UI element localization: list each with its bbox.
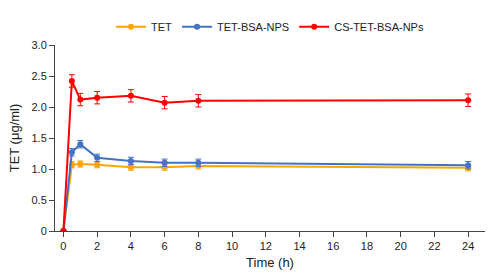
svg-text:20: 20: [395, 240, 407, 252]
svg-text:2.5: 2.5: [32, 70, 47, 82]
svg-text:2: 2: [94, 240, 100, 252]
svg-text:Time (h): Time (h): [246, 255, 294, 270]
svg-text:14: 14: [293, 240, 305, 252]
svg-text:CS-TET-BSA-NPs: CS-TET-BSA-NPs: [334, 21, 424, 33]
svg-text:0: 0: [60, 240, 66, 252]
svg-text:16: 16: [327, 240, 339, 252]
svg-text:18: 18: [361, 240, 373, 252]
svg-text:6: 6: [162, 240, 168, 252]
svg-text:TET (μg/ml): TET (μg/ml): [7, 104, 22, 173]
svg-text:TET: TET: [151, 21, 172, 33]
svg-text:24: 24: [462, 240, 474, 252]
svg-text:TET-BSA-NPS: TET-BSA-NPS: [217, 21, 289, 33]
svg-text:0: 0: [41, 225, 47, 237]
svg-text:4: 4: [128, 240, 134, 252]
svg-text:22: 22: [428, 240, 440, 252]
svg-text:1.5: 1.5: [32, 132, 47, 144]
svg-text:3.0: 3.0: [32, 39, 47, 51]
svg-text:0.5: 0.5: [32, 194, 47, 206]
svg-text:12: 12: [260, 240, 272, 252]
svg-text:10: 10: [226, 240, 238, 252]
svg-text:1.0: 1.0: [32, 163, 47, 175]
svg-text:8: 8: [195, 240, 201, 252]
svg-text:2.0: 2.0: [32, 101, 47, 113]
